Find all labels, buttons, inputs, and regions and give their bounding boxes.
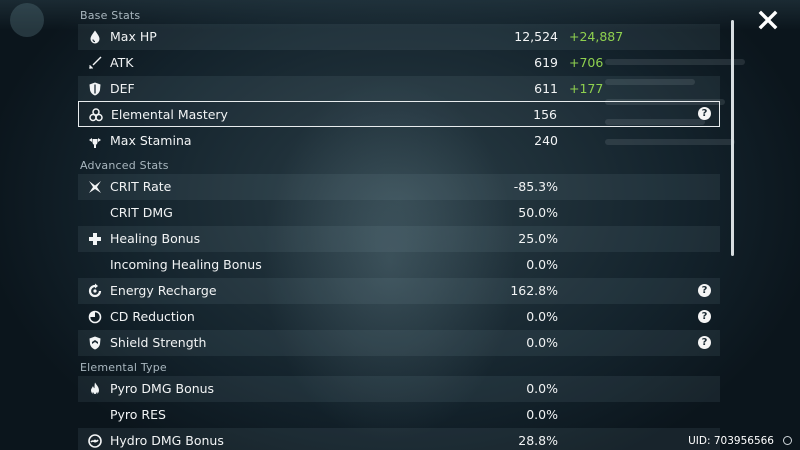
background-line <box>605 119 705 125</box>
stat-value: 0.0% <box>526 381 558 396</box>
avatar <box>10 3 44 37</box>
stamina-icon <box>87 133 103 149</box>
healing-cross-icon <box>87 231 103 247</box>
elemental-mastery-icon <box>88 107 104 123</box>
section-title-advanced-stats: Advanced Stats <box>80 159 169 172</box>
stat-bonus: +177 <box>569 81 604 96</box>
stat-bonus: +706 <box>569 55 604 70</box>
stat-value: 162.8% <box>510 283 558 298</box>
stat-value: -85.3% <box>513 179 558 194</box>
scrollbar[interactable] <box>731 20 734 256</box>
stat-value: 240 <box>534 133 558 148</box>
stat-label: Incoming Healing Bonus <box>110 257 262 272</box>
stat-row-cd-reduction[interactable]: CD Reduction 0.0% ? <box>78 304 720 330</box>
stat-label: Shield Strength <box>110 335 207 350</box>
stat-label: Elemental Mastery <box>111 107 228 122</box>
stat-row-crit-dmg[interactable]: CRIT DMG 50.0% <box>78 200 720 226</box>
section-title-elemental-type: Elemental Type <box>80 361 167 374</box>
stat-value: 611 <box>534 81 558 96</box>
help-icon[interactable]: ? <box>698 107 711 120</box>
stat-value: 28.8% <box>518 433 558 448</box>
stat-row-atk[interactable]: ATK 619 +706 <box>78 50 720 76</box>
stat-row-crit-rate[interactable]: CRIT Rate -85.3% <box>78 174 720 200</box>
stat-value: 619 <box>534 55 558 70</box>
hp-drop-icon <box>87 29 103 45</box>
close-icon <box>758 10 778 30</box>
stat-label: Hydro DMG Bonus <box>110 433 224 448</box>
stat-value: 50.0% <box>518 205 558 220</box>
hydro-icon <box>87 433 103 449</box>
stat-row-max-stamina[interactable]: Max Stamina 240 <box>78 128 720 154</box>
background-line <box>605 59 745 65</box>
stat-bonus: +24,887 <box>569 29 624 44</box>
shield-icon <box>87 81 103 97</box>
stat-row-elemental-mastery[interactable]: Elemental Mastery 156 ? <box>78 101 720 127</box>
uid-ring-icon <box>783 436 792 445</box>
stat-label: Pyro RES <box>110 407 166 422</box>
background-line <box>605 139 735 145</box>
stat-row-shield-strength[interactable]: Shield Strength 0.0% ? <box>78 330 720 356</box>
stat-label: Pyro DMG Bonus <box>110 381 215 396</box>
sword-icon <box>87 55 103 71</box>
stat-row-pyro-res[interactable]: Pyro RES 0.0% <box>78 402 720 428</box>
section-title-base-stats: Base Stats <box>80 9 141 22</box>
stat-label: CD Reduction <box>110 309 195 324</box>
stat-value: 12,524 <box>514 29 558 44</box>
stat-value: 0.0% <box>526 309 558 324</box>
stat-row-max-hp[interactable]: Max HP 12,524 +24,887 <box>78 24 720 50</box>
stat-label: Energy Recharge <box>110 283 217 298</box>
stat-row-healing-bonus[interactable]: Healing Bonus 25.0% <box>78 226 720 252</box>
help-icon[interactable]: ? <box>698 310 711 323</box>
help-icon[interactable]: ? <box>698 336 711 349</box>
stat-label: CRIT DMG <box>110 205 173 220</box>
stat-row-hydro-dmg-bonus[interactable]: Hydro DMG Bonus 28.8% <box>78 428 720 450</box>
stat-label: ATK <box>110 55 134 70</box>
uid-label: UID: 703956566 <box>688 435 774 447</box>
crit-rate-icon <box>87 179 103 195</box>
stat-row-incoming-healing-bonus[interactable]: Incoming Healing Bonus 0.0% <box>78 252 720 278</box>
stat-label: CRIT Rate <box>110 179 172 194</box>
help-icon[interactable]: ? <box>698 284 711 297</box>
shield-strength-icon <box>87 335 103 351</box>
background-character-panel <box>605 45 755 245</box>
stat-row-def[interactable]: DEF 611 +177 <box>78 76 720 102</box>
stat-value: 25.0% <box>518 231 558 246</box>
close-button[interactable] <box>758 10 778 30</box>
stat-label: DEF <box>110 81 135 96</box>
stat-value: 0.0% <box>526 257 558 272</box>
stat-label: Healing Bonus <box>110 231 201 246</box>
stats-panel[interactable]: Base Stats Max HP 12,524 +24,887 ATK 619… <box>78 0 722 450</box>
top-bar-background <box>0 0 800 30</box>
pyro-icon <box>87 381 103 397</box>
stat-row-energy-recharge[interactable]: Energy Recharge 162.8% ? <box>78 278 720 304</box>
stat-value: 156 <box>533 107 557 122</box>
energy-recharge-icon <box>87 283 103 299</box>
background-line <box>605 99 725 105</box>
stat-row-pyro-dmg-bonus[interactable]: Pyro DMG Bonus 0.0% <box>78 376 720 402</box>
stat-label: Max Stamina <box>110 133 192 148</box>
cd-reduction-icon <box>87 309 103 325</box>
stat-label: Max HP <box>110 29 157 44</box>
stat-value: 0.0% <box>526 335 558 350</box>
stat-value: 0.0% <box>526 407 558 422</box>
background-line <box>605 79 695 85</box>
